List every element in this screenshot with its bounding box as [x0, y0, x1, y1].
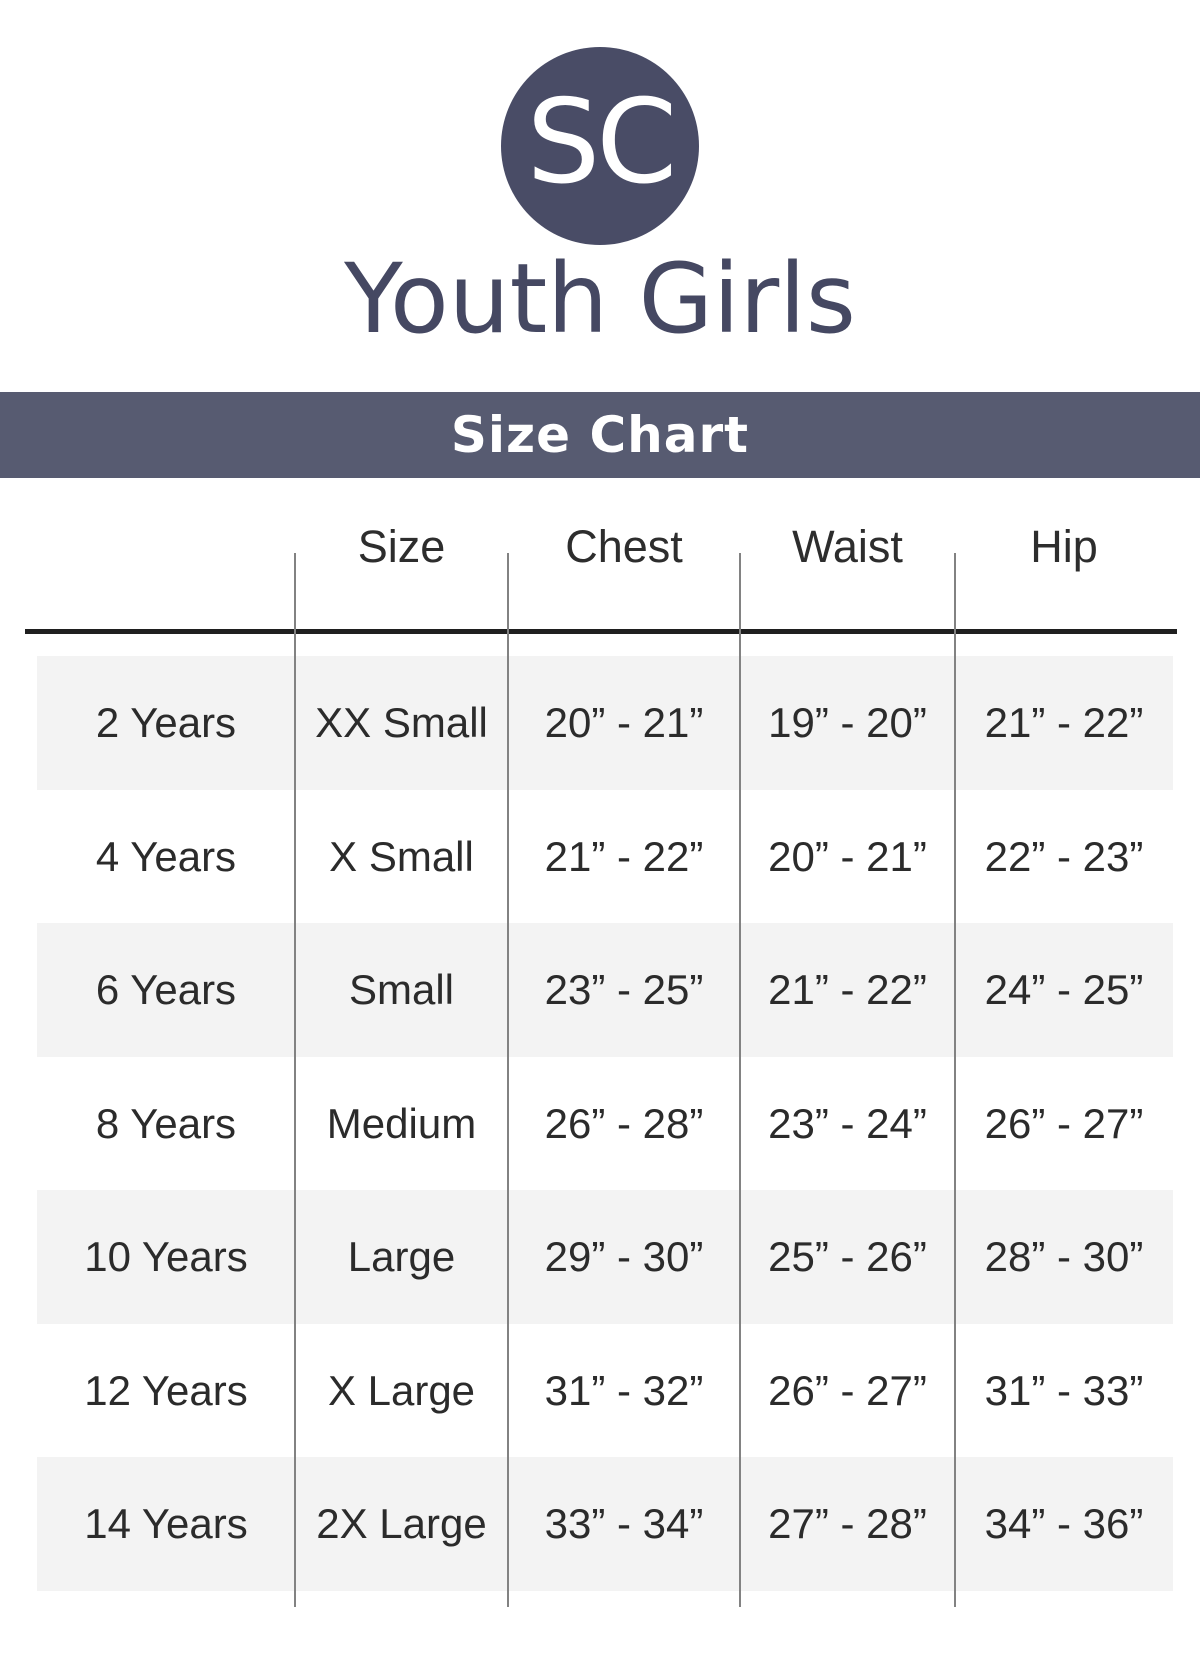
brand-logo-text: SC [526, 74, 678, 210]
age-cell: 8 Years [95, 1100, 237, 1147]
table-row: 12 Years X Large 31” - 32” 26” - 27” 31”… [37, 1324, 1173, 1458]
size-cell: X Small [329, 833, 474, 880]
table-header-row: Size Chest Waist Hip [37, 505, 1173, 589]
waist-cell: 27” - 28” [768, 1500, 927, 1547]
hip-cell: 24” - 25” [984, 966, 1144, 1013]
waist-cell: 26” - 27” [768, 1367, 927, 1414]
size-cell: Medium [326, 1100, 477, 1147]
table-row: 14 Years 2X Large 33” - 34” 27” - 28” 34… [37, 1457, 1173, 1591]
col-header-size: Size [357, 521, 446, 572]
col-header-waist: Waist [792, 521, 903, 572]
header-underline [25, 629, 1177, 634]
column-divider-4 [954, 553, 956, 1607]
chest-cell: 31” - 32” [544, 1367, 704, 1414]
chest-cell: 26” - 28” [544, 1100, 704, 1147]
hip-cell: 26” - 27” [984, 1100, 1144, 1147]
size-cell: XX Small [315, 699, 488, 746]
chest-cell: 29” - 30” [544, 1233, 704, 1280]
age-cell: 6 Years [95, 966, 237, 1013]
table-row: 2 Years XX Small 20” - 21” 19” - 20” 21”… [37, 656, 1173, 790]
size-cell: 2X Large [316, 1500, 487, 1547]
chest-cell: 23” - 25” [544, 966, 704, 1013]
size-cell: Small [348, 966, 455, 1013]
banner-label: Size Chart [450, 406, 750, 464]
age-cell: 14 Years [84, 1500, 248, 1547]
age-cell: 12 Years [84, 1367, 248, 1414]
table-row: 4 Years X Small 21” - 22” 20” - 21” 22” … [37, 790, 1173, 924]
size-cell: X Large [327, 1367, 476, 1414]
table-row: 8 Years Medium 26” - 28” 23” - 24” 26” -… [37, 1057, 1173, 1191]
table-row: 10 Years Large 29” - 30” 25” - 26” 28” -… [37, 1190, 1173, 1324]
hip-cell: 21” - 22” [984, 699, 1144, 746]
col-header-age [37, 505, 295, 589]
hip-cell: 34” - 36” [984, 1500, 1144, 1547]
age-cell: 10 Years [84, 1233, 248, 1280]
size-cell: Large [347, 1233, 456, 1280]
chest-cell: 21” - 22” [544, 833, 704, 880]
column-divider-1 [294, 553, 296, 1607]
hip-cell: 28” - 30” [984, 1233, 1144, 1280]
waist-cell: 25” - 26” [768, 1233, 927, 1280]
table-row: 6 Years Small 23” - 25” 21” - 22” 24” - … [37, 923, 1173, 1057]
hip-cell: 31” - 33” [984, 1367, 1144, 1414]
col-header-hip: Hip [1030, 521, 1098, 572]
col-header-chest: Chest [565, 521, 683, 572]
chest-cell: 20” - 21” [544, 699, 704, 746]
age-cell: 2 Years [95, 699, 237, 746]
hip-cell: 22” - 23” [984, 833, 1144, 880]
size-chart-banner: Size Chart [0, 392, 1200, 478]
brand-logo: SC [501, 47, 699, 245]
waist-cell: 23” - 24” [768, 1100, 927, 1147]
column-divider-3 [739, 553, 741, 1607]
waist-cell: 21” - 22” [768, 966, 927, 1013]
age-cell: 4 Years [95, 833, 237, 880]
waist-cell: 19” - 20” [768, 699, 927, 746]
column-divider-2 [507, 553, 509, 1607]
chest-cell: 33” - 34” [544, 1500, 704, 1547]
waist-cell: 20” - 21” [768, 833, 927, 880]
page-title: Youth Girls [344, 243, 856, 355]
